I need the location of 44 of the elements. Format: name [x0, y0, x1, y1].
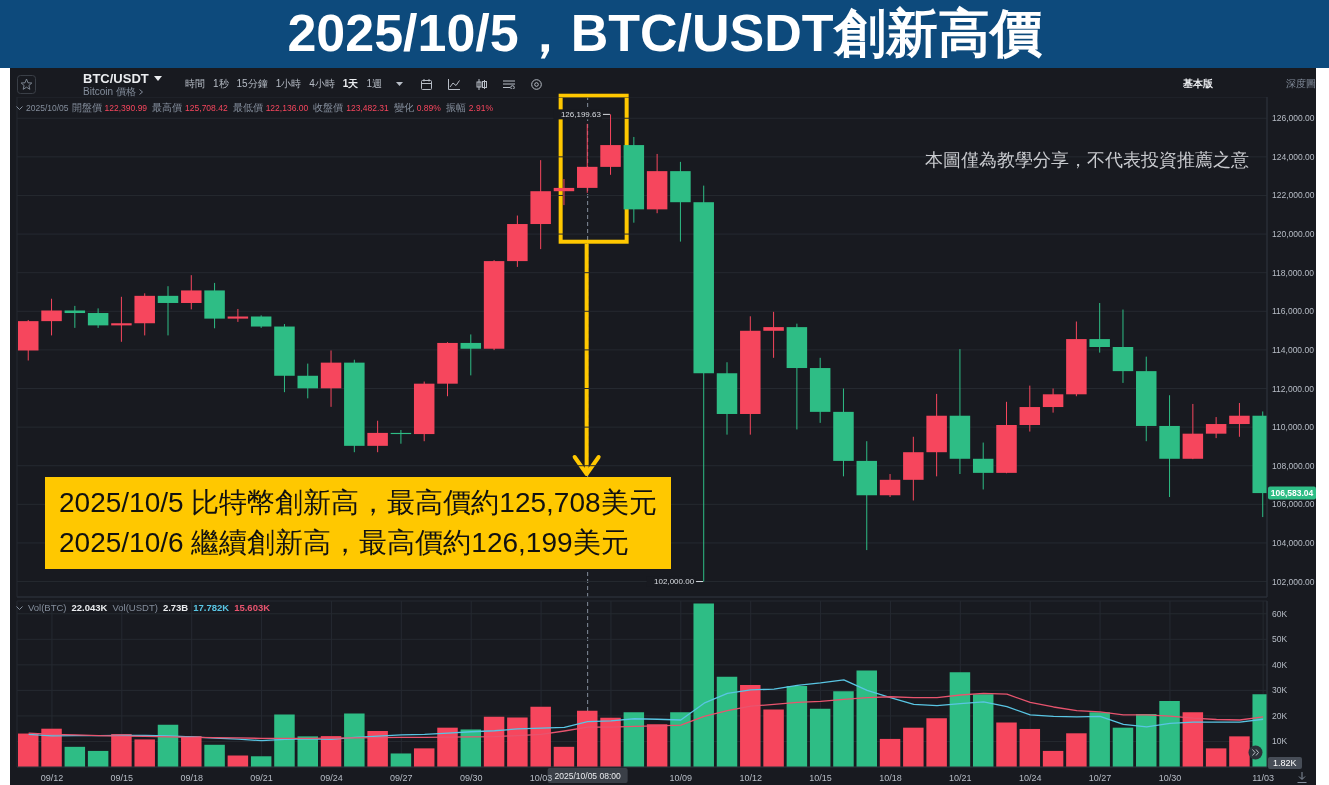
annotation: 開盤價 — [71, 101, 102, 113]
chart-title: 2025/10/5，BTC/USDT創新高價 — [287, 4, 1042, 62]
annotation: 122,136.00 — [265, 102, 309, 113]
text: 1秒 — [213, 78, 229, 89]
annotation: 振幅 — [445, 101, 466, 113]
y-tick-label: 104,000.00 — [1272, 537, 1315, 548]
annotation: 變化 — [393, 101, 414, 113]
y-tick-label: 126,000.00 — [1272, 113, 1315, 124]
annotation: 126,199.63 — [560, 109, 602, 119]
annotation: 本圖僅為教學分享，不代表投資推薦之意 — [925, 150, 1249, 170]
annotation: 收盤價 — [313, 101, 344, 113]
annotation: 123,482.31 — [346, 102, 389, 113]
y-tick-label: 118,000.00 — [1272, 267, 1315, 278]
text: Bitcoin 價格 — [83, 86, 136, 97]
text: 4小時 — [309, 78, 335, 89]
annotation: 2.91% — [468, 102, 493, 113]
text: 1週 — [366, 78, 382, 89]
y-tick-label: 116,000.00 — [1272, 306, 1315, 317]
y-tick-label: 110,000.00 — [1272, 422, 1315, 433]
annotation: 2025/10/5 比特幣創新高，最高價約125,708美元 — [59, 487, 657, 518]
y-tick-label: 124,000.00 — [1272, 151, 1315, 162]
text: 深度圖 — [1286, 78, 1316, 89]
y-tick-label: 108,000.00 — [1272, 460, 1315, 471]
text: 15分鐘 — [236, 78, 268, 89]
annotation: 最低價 — [232, 101, 263, 113]
y-tick-label: 120,000.00 — [1272, 229, 1315, 240]
text: 106,583.04 — [1270, 488, 1314, 499]
text: BTC/USDT — [83, 71, 149, 86]
annotation: 122,390.99 — [104, 102, 148, 113]
annotation: 2025/10/6 繼續創新高，最高價約126,199美元 — [59, 527, 629, 558]
annotation: 最高價 — [152, 101, 183, 113]
text: 1天 — [342, 78, 359, 89]
text: 基本版 — [1183, 78, 1213, 89]
y-tick-label: 112,000.00 — [1272, 383, 1315, 394]
annotation: 125,708.42 — [185, 102, 228, 113]
annotation: 0.89% — [416, 102, 441, 113]
y-tick-label: 106,000.00 — [1272, 499, 1315, 510]
annotation: 102,000.00 — [654, 577, 695, 587]
y-tick-label: 102,000.00 — [1272, 576, 1315, 587]
text: 1小時 — [275, 78, 302, 89]
annotation: 2025/10/05 — [26, 102, 69, 113]
text: 時間 — [185, 78, 205, 89]
y-tick-label: 122,000.00 — [1272, 190, 1315, 201]
y-tick-label: 114,000.00 — [1272, 344, 1315, 355]
